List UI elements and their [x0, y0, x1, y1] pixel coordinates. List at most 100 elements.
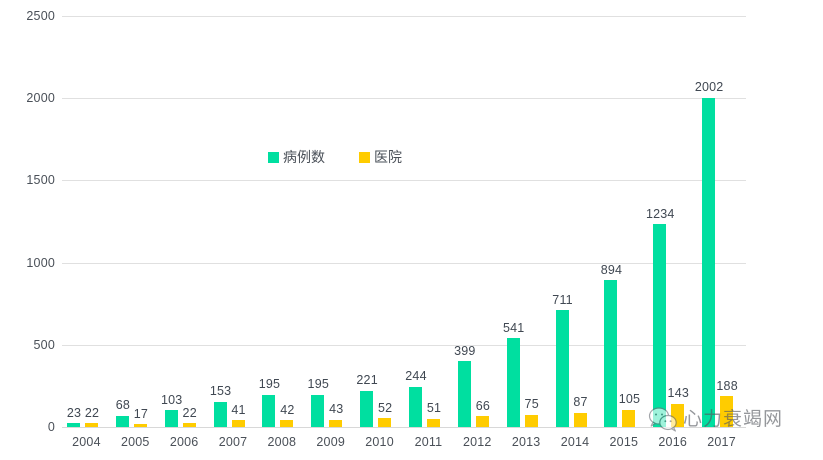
- bar-value-hospitals-2006: 22: [182, 405, 197, 420]
- bars-wrap: 2002 188: [695, 27, 741, 427]
- bar-hospitals-2008[interactable]: [280, 420, 294, 427]
- bar-group-2006: 103 22: [160, 27, 204, 427]
- bar-hospitals-2010[interactable]: [378, 418, 392, 427]
- bars-wrap: 195 42: [257, 27, 301, 427]
- bar-cases-2015[interactable]: [604, 280, 618, 427]
- bar-value-hospitals-2016: 143: [667, 386, 690, 400]
- bar-value-cases-2005: 68: [115, 398, 130, 413]
- bars-wrap: 195 43: [306, 27, 350, 427]
- x-axis-label-2017: 2017: [707, 435, 736, 449]
- bar-value-hospitals-2013: 75: [524, 397, 539, 412]
- x-axis-label-2014: 2014: [560, 435, 590, 449]
- y-axis-label-1500: 1500: [26, 173, 55, 188]
- y-axis-label-1000: 1000: [26, 255, 55, 270]
- bars-wrap: 1234 143: [646, 27, 692, 427]
- bar-cases-2017[interactable]: [702, 97, 716, 427]
- x-axis-label-2015: 2015: [609, 435, 639, 449]
- bar-value-hospitals-2011: 51: [426, 401, 442, 416]
- bar-cases-2011[interactable]: [409, 386, 422, 427]
- x-axis-label-2010: 2010: [365, 435, 394, 449]
- bar-cases-2016[interactable]: [653, 224, 667, 427]
- x-axis-label-2012: 2012: [462, 435, 492, 449]
- bar-group-2005: 68 17: [111, 27, 155, 427]
- bar-value-hospitals-2017: 188: [716, 378, 738, 393]
- bars-wrap: 711 87: [551, 27, 595, 427]
- bar-group-2009: 195 43: [306, 27, 350, 427]
- bars-wrap: 23 22: [62, 27, 106, 427]
- bar-value-hospitals-2007: 41: [231, 402, 246, 417]
- x-axis-label-2011: 2011: [414, 435, 443, 449]
- legend-label-hospitals: 医院: [374, 149, 402, 165]
- bar-cases-2005[interactable]: [115, 415, 129, 427]
- plot-area: 23 22 68 17 103 22 153 41 195 42 195 43 221 52 244 51 39…: [62, 0, 746, 460]
- y-axis-label-0: 0: [47, 420, 55, 434]
- bar-value-cases-2016: 1234: [645, 206, 675, 221]
- bar-hospitals-2009[interactable]: [329, 419, 343, 427]
- bar-hospitals-2012[interactable]: [475, 416, 489, 427]
- bar-value-cases-2017: 2002: [694, 80, 724, 95]
- bar-group-2014: 711 87: [551, 27, 595, 427]
- bars-wrap: 244 51: [404, 27, 448, 427]
- bar-cases-2004[interactable]: [67, 423, 80, 427]
- bar-value-hospitals-2014: 87: [573, 395, 588, 410]
- legend-item-cases[interactable]: 病例数: [268, 150, 325, 164]
- bar-group-2008: 195 42: [257, 27, 301, 427]
- bar-cases-2014[interactable]: [555, 310, 569, 427]
- x-axis-label-2004: 2004: [72, 435, 101, 449]
- legend-item-hospitals[interactable]: 医院: [359, 150, 402, 164]
- gridline-1000: [62, 262, 746, 264]
- bar-group-2007: 153 41: [209, 27, 253, 427]
- bar-value-cases-2011: 244: [405, 369, 427, 384]
- bar-hospitals-2005[interactable]: [133, 424, 147, 427]
- bar-value-cases-2004: 23: [66, 405, 82, 420]
- bar-value-cases-2015: 894: [600, 262, 623, 277]
- bar-cases-2012[interactable]: [457, 361, 471, 427]
- bars-wrap: 103 22: [160, 27, 204, 427]
- x-axis-label-2008: 2008: [267, 435, 297, 449]
- chart-legend: 病例数 医院: [268, 150, 402, 164]
- y-axis-label-2500: 2500: [26, 9, 55, 23]
- bar-hospitals-2004[interactable]: [85, 423, 98, 427]
- bar-group-2015: 894 105: [599, 27, 643, 427]
- bar-hospitals-2016[interactable]: [671, 403, 685, 427]
- bar-cases-2010[interactable]: [360, 390, 374, 427]
- bar-hospitals-2006[interactable]: [182, 423, 196, 427]
- bar-value-hospitals-2015: 105: [618, 392, 641, 407]
- bar-hospitals-2007[interactable]: [231, 420, 245, 427]
- bar-value-hospitals-2010: 52: [377, 400, 393, 415]
- gridline-2500: [62, 16, 746, 17]
- bar-hospitals-2011[interactable]: [427, 418, 440, 427]
- bars-wrap: 153 41: [209, 27, 253, 427]
- legend-label-cases: 病例数: [283, 149, 325, 165]
- bar-hospitals-2014[interactable]: [573, 412, 587, 427]
- gridline-1500: [62, 180, 746, 182]
- gridline-0: [62, 427, 746, 428]
- bar-value-cases-2008: 195: [258, 377, 281, 392]
- x-axis-label-2005: 2005: [120, 435, 150, 449]
- bar-hospitals-2013[interactable]: [524, 414, 538, 427]
- bar-hospitals-2015[interactable]: [622, 409, 636, 427]
- x-axis-label-2007: 2007: [218, 435, 248, 449]
- x-axis-label-2016: 2016: [658, 435, 687, 449]
- bar-value-cases-2013: 541: [502, 320, 525, 335]
- legend-swatch-hospitals: [359, 151, 370, 163]
- bar-group-2011: 244 51: [404, 27, 448, 427]
- bar-value-hospitals-2004: 22: [84, 405, 100, 420]
- bar-value-hospitals-2012: 66: [475, 398, 490, 413]
- bar-value-cases-2009: 195: [307, 377, 330, 392]
- bar-cases-2007[interactable]: [213, 401, 227, 427]
- x-axis-label-2013: 2013: [511, 435, 541, 449]
- bar-cases-2009[interactable]: [311, 394, 325, 427]
- bar-cases-2013[interactable]: [506, 338, 520, 427]
- bar-hospitals-2017[interactable]: [720, 396, 734, 427]
- bar-group-2013: 541 75: [502, 27, 546, 427]
- bar-cases-2008[interactable]: [262, 394, 276, 427]
- bar-group-2004: 23 22: [62, 27, 106, 427]
- bar-value-hospitals-2005: 17: [133, 406, 148, 421]
- bar-cases-2006[interactable]: [164, 410, 178, 427]
- gridline-500: [62, 344, 746, 346]
- legend-swatch-cases: [268, 151, 279, 163]
- bar-group-2012: 399 66: [453, 27, 497, 427]
- bar-group-2016: 1234 143: [646, 27, 692, 427]
